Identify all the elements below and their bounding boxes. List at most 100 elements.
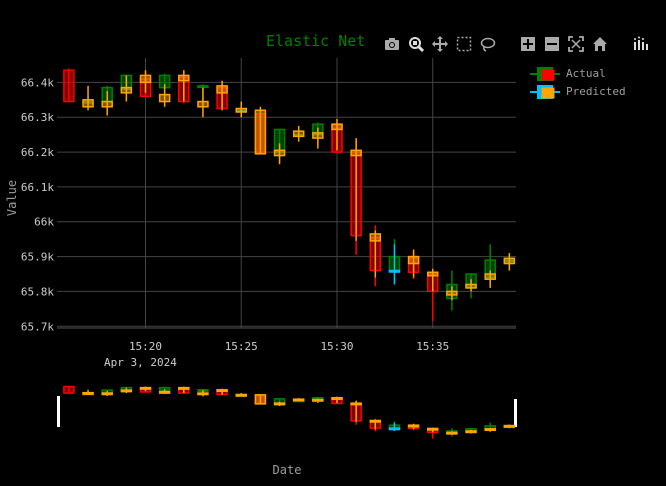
slider-predicted-candle [197,390,209,397]
slider-predicted-candle [292,398,305,402]
predicted-candle [465,279,477,292]
zoom-button[interactable] [406,34,426,54]
zoom-out-icon [545,37,559,51]
range-slider-left-handle[interactable] [57,396,60,427]
legend-label-actual: Actual [566,66,606,80]
slider-actual-candle [63,385,75,394]
predicted-candle [120,75,133,102]
predicted-candle [139,70,152,93]
slider-predicted-body [292,398,305,402]
slider-predicted-body [216,389,228,393]
camera-button[interactable] [382,34,402,54]
slider-predicted-body [178,386,190,390]
slider-predicted-candle [407,423,420,430]
x-tick-label: 15:30 [320,340,353,353]
predicted-body [197,100,209,108]
predicted-candle [178,70,190,102]
slider-predicted-candle [446,431,458,435]
predicted-candle [254,106,267,155]
legend-item-predicted[interactable]: Predicted [530,82,626,100]
slider-predicted-body [139,386,152,390]
predicted-candle [101,91,113,116]
x-tick-label: 15:35 [416,340,449,353]
slider-predicted-candle [139,386,152,392]
predicted-body [178,74,190,82]
predicted-body [369,233,382,242]
lasso-select-button[interactable] [478,34,498,54]
x-tick-label: 15:25 [225,340,258,353]
slider-predicted-candle [82,389,94,395]
x-axis-title: Date [273,463,302,477]
pan-button[interactable] [430,34,450,54]
predicted-body [235,107,247,113]
predicted-body [273,149,286,157]
x-tick-label: 15:20 [129,340,162,353]
predicted-body [101,100,113,108]
slider-predicted-candle [331,396,343,404]
slider-predicted-candle [216,388,228,395]
y-tick-label: 66.3k [21,111,54,124]
y-tick-label: 66.1k [21,181,54,194]
y-tick-label: 65.7k [21,320,54,333]
zoom-in-button[interactable] [518,34,538,54]
predicted-body [503,257,516,265]
slider-predicted-body [388,427,401,431]
predicted-candle [292,125,305,142]
predicted-body [312,132,324,139]
predicted-candle [503,253,516,271]
slider-predicted-body [484,428,496,432]
slider-predicted-body [369,419,382,423]
candles-plot-area[interactable] [63,68,516,322]
legend-item-actual[interactable]: Actual [530,64,626,82]
predicted-body [350,149,362,157]
predicted-candle [312,127,324,149]
predicted-body [254,109,267,155]
slider-predicted-body [273,402,286,406]
predicted-candle [197,87,209,118]
plotly-logo-button[interactable] [630,34,650,54]
slider-predicted-candle [158,389,171,395]
slider-predicted-body [350,402,362,406]
y-axis-ticks: 65.7k 65.8k 65.9k 66k 66.1k 66.2k 66.3k 66.4k [21,76,54,333]
slider-predicted-body [197,392,209,396]
predicted-candle [388,244,401,285]
predicted-body [139,74,152,84]
range-slider[interactable] [57,385,517,439]
slider-predicted-candle [178,386,190,394]
zoom-out-button[interactable] [542,34,562,54]
slider-predicted-candle [273,401,286,407]
chart-title: Elastic Net [266,32,365,50]
y-tick-label: 66.4k [21,76,54,89]
predicted-candle [216,80,228,111]
predicted-body [446,290,458,296]
slider-predicted-body [254,394,267,405]
predicted-candle [350,138,362,241]
legend: Actual Predicted [530,64,626,100]
predicted-candle [273,143,286,165]
slider-predicted-candle [350,400,362,422]
actual-body [63,69,75,103]
box-select-icon [456,36,472,52]
range-slider-right-handle[interactable] [514,399,517,427]
predicted-candle [82,85,94,111]
predicted-candle [235,101,247,118]
box-select-button[interactable] [454,34,474,54]
slider-predicted-candle [312,398,324,403]
slider-predicted-body [312,398,324,402]
predicted-body [388,269,401,273]
plotly-logo-icon [634,36,648,50]
predicted-body [407,255,420,265]
slider-predicted-candle [388,422,401,431]
slider-predicted-candle [235,393,247,397]
lasso-select-icon [480,37,496,52]
zoom-icon [409,37,424,52]
x-axis-date-label: Apr 3, 2024 [104,356,177,369]
slider-predicted-candle [254,394,267,405]
y-axis-title: Value [5,180,19,216]
reset-axes-button[interactable] [590,34,610,54]
autoscale-icon [568,36,584,52]
autoscale-button[interactable] [566,34,586,54]
slider-predicted-body [331,396,343,400]
y-tick-label: 66.2k [21,146,54,159]
